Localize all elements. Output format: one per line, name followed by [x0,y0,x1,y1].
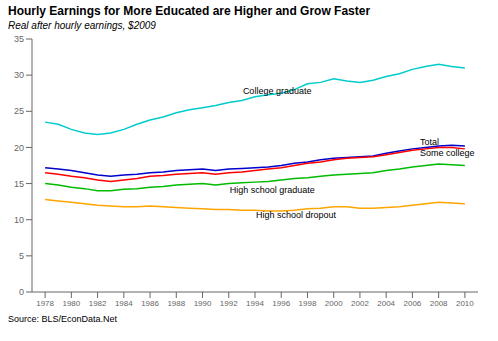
svg-text:1988: 1988 [167,299,185,308]
svg-text:2010: 2010 [456,299,474,308]
svg-text:2002: 2002 [351,299,369,308]
html-text:Source: BLS/EconData.Net: Source: BLS/EconData.Net [8,314,118,324]
svg-text:1998: 1998 [299,299,317,308]
svg-text:2006: 2006 [404,299,422,308]
svg-text:30: 30 [14,70,24,80]
svg-text:25: 25 [14,106,24,116]
svg-text:High school graduate: High school graduate [230,185,315,195]
svg-text:High school dropout: High school dropout [256,210,337,220]
svg-text:1994: 1994 [246,299,264,308]
svg-text:2000: 2000 [325,299,343,308]
svg-text:College graduate: College graduate [243,86,312,96]
svg-text:1982: 1982 [89,299,107,308]
svg-text:1992: 1992 [220,299,238,308]
svg-text:1986: 1986 [141,299,159,308]
svg-text:2004: 2004 [377,299,395,308]
svg-text:10: 10 [14,215,24,225]
svg-text:1978: 1978 [36,299,54,308]
svg-text:1984: 1984 [115,299,133,308]
svg-text:1990: 1990 [194,299,212,308]
svg-text:1996: 1996 [272,299,290,308]
html-text:Real after hourly earnings, $2: Real after hourly earnings, $2009 [8,20,156,31]
svg-text:Total: Total [420,137,439,147]
html-text:Hourly Earnings for More Educa: Hourly Earnings for More Educated are Hi… [8,4,371,18]
svg-text:0: 0 [19,287,24,297]
svg-text:1980: 1980 [62,299,80,308]
svg-text:35: 35 [14,34,24,44]
svg-text:5: 5 [19,251,24,261]
svg-text:20: 20 [14,143,24,153]
svg-text:15: 15 [14,179,24,189]
svg-text:2008: 2008 [430,299,448,308]
svg-text:Some college: Some college [420,148,475,158]
